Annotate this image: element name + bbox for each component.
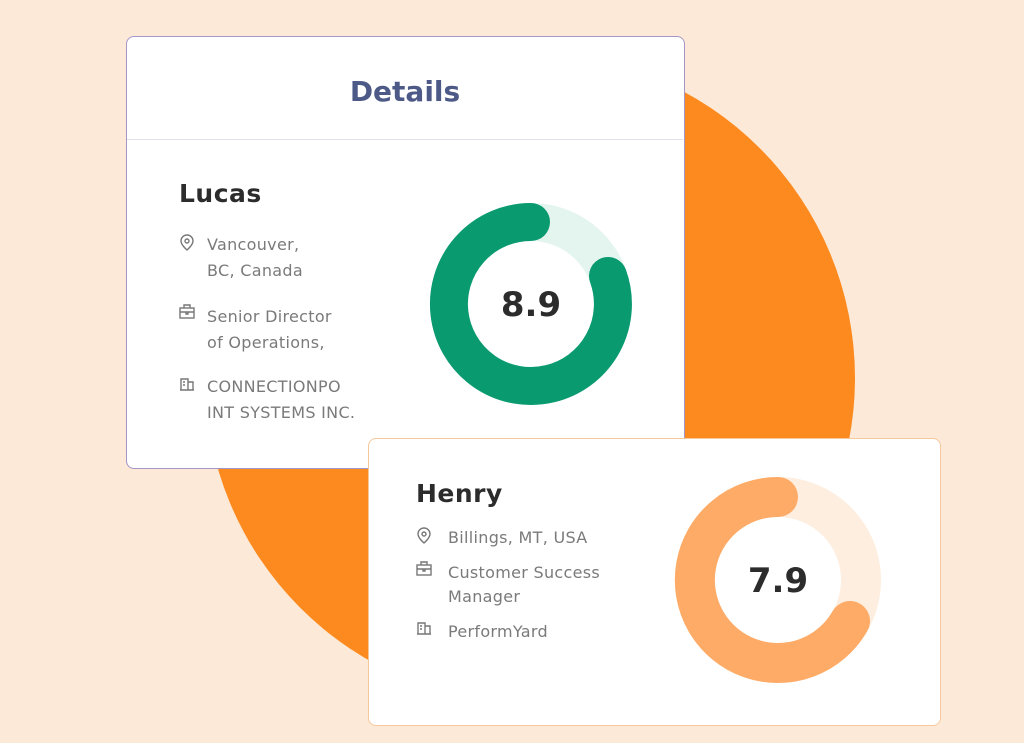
role-line: Manager (448, 587, 521, 606)
profile-name: Lucas (179, 179, 262, 208)
icons (179, 234, 195, 391)
company-line: PerformYard (448, 622, 548, 641)
location-line: Billings, MT, USA (448, 528, 588, 547)
card-header (127, 37, 683, 140)
score: 7.9 (748, 561, 808, 601)
profile-name: Henry (416, 479, 503, 508)
score: 8.9 (501, 285, 561, 325)
donut-arc (429, 203, 632, 405)
role-line: Senior Director (207, 307, 332, 326)
location-line: BC, Canada (207, 261, 303, 280)
company-line: INT SYSTEMS INC. (207, 403, 356, 422)
role-line: Customer Success (448, 563, 601, 582)
header-title: Details (349, 75, 461, 108)
icons (416, 527, 432, 635)
location-line: Vancouver, (207, 235, 300, 254)
role-line: of Operations, (207, 333, 325, 352)
donut-arc (674, 477, 870, 683)
company-line: CONNECTIONPO (207, 377, 341, 396)
